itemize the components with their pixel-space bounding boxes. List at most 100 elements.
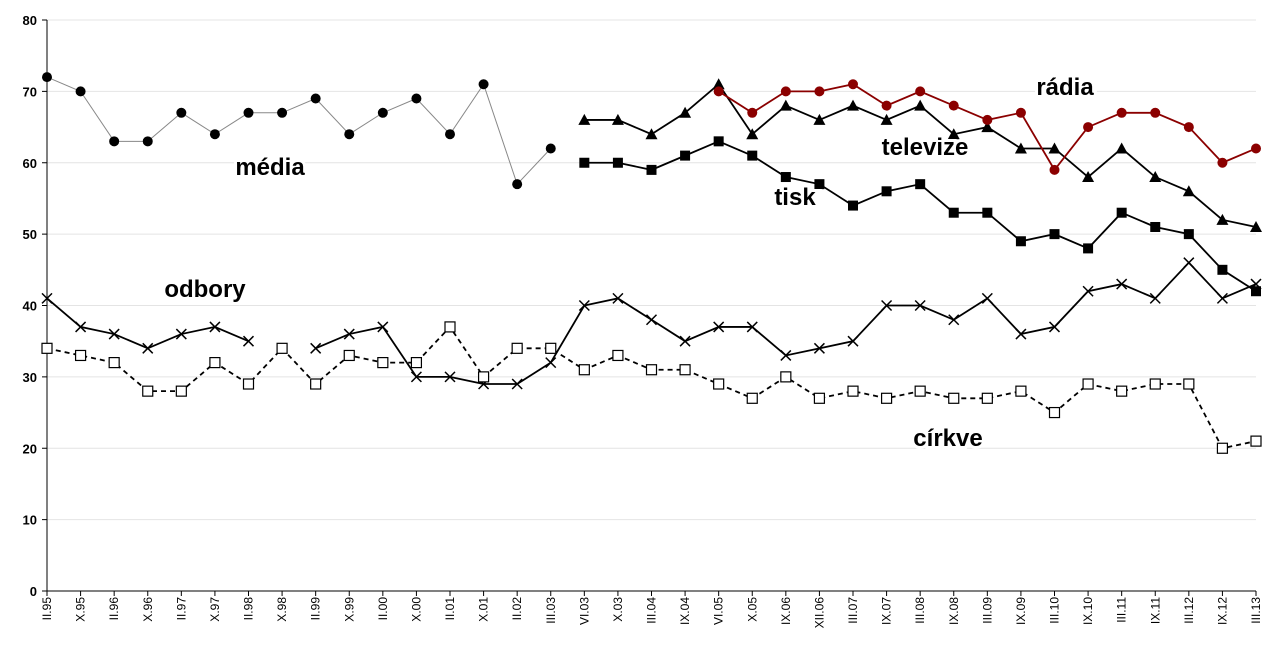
point <box>377 107 388 118</box>
point <box>981 121 994 133</box>
point <box>948 392 960 404</box>
point <box>747 107 758 118</box>
x-tick-label: III.04 <box>645 597 659 624</box>
point <box>1049 164 1060 175</box>
x-tick-label: IX.10 <box>1081 597 1095 625</box>
point <box>814 86 825 97</box>
point <box>813 113 826 125</box>
point <box>915 179 926 190</box>
point <box>712 78 725 90</box>
point <box>478 79 489 90</box>
series <box>41 321 1262 454</box>
point <box>75 86 86 97</box>
x-tick-label: IX.11 <box>1148 597 1162 624</box>
point <box>444 321 456 333</box>
point <box>1116 107 1127 118</box>
point <box>142 136 153 147</box>
point <box>243 107 254 118</box>
x-tick-label: II.98 <box>242 597 256 621</box>
point <box>1217 157 1228 168</box>
point <box>915 86 926 97</box>
x-tick-label: VI.03 <box>577 597 591 625</box>
point <box>914 385 926 397</box>
point <box>746 128 759 140</box>
x-tick-label: III.11 <box>1115 597 1129 623</box>
point <box>1049 229 1060 240</box>
point <box>880 113 893 125</box>
point <box>780 86 791 97</box>
x-tick-label: II.99 <box>309 597 323 621</box>
y-tick-label: 80 <box>23 13 37 28</box>
point <box>578 364 590 376</box>
point <box>343 328 355 340</box>
point <box>477 371 490 383</box>
series-line <box>46 325 1257 450</box>
point <box>1149 378 1161 390</box>
point <box>847 99 859 111</box>
x-tick-label: X.01 <box>477 597 491 622</box>
x-tick-label: II.00 <box>376 597 390 621</box>
point <box>1250 220 1262 232</box>
point <box>914 299 926 312</box>
point <box>209 321 221 333</box>
point <box>746 392 758 404</box>
point <box>1015 236 1026 247</box>
point <box>1048 142 1061 154</box>
series <box>579 136 1261 297</box>
x-tick-label: III.10 <box>1048 597 1062 624</box>
point <box>108 357 120 369</box>
point <box>242 335 255 347</box>
x-tick-label: IX.04 <box>678 597 692 625</box>
series-line <box>584 140 1257 292</box>
point <box>1082 171 1095 183</box>
x-tick-label: IX.08 <box>947 597 961 625</box>
point <box>545 342 557 354</box>
y-tick-label: 30 <box>23 370 37 385</box>
point <box>545 357 557 369</box>
x-tick-label: III.08 <box>913 597 927 624</box>
series-line <box>46 76 552 186</box>
point <box>1216 442 1229 454</box>
point <box>1048 321 1061 333</box>
point <box>42 72 52 83</box>
point <box>948 207 959 218</box>
point <box>645 314 658 326</box>
series-label: tisk <box>774 184 816 211</box>
point <box>1217 264 1228 275</box>
point <box>142 385 154 397</box>
point <box>1082 285 1094 297</box>
point <box>848 79 858 90</box>
point <box>612 349 624 362</box>
point <box>780 349 792 361</box>
point <box>1251 143 1261 154</box>
point <box>981 292 993 304</box>
point <box>881 186 892 197</box>
point <box>175 385 187 397</box>
point <box>747 150 758 161</box>
point <box>1183 122 1194 133</box>
x-tick-label: II.95 <box>40 597 54 621</box>
point <box>1150 221 1161 232</box>
point <box>511 378 523 390</box>
point <box>847 385 859 397</box>
series <box>42 72 556 190</box>
point <box>847 335 859 347</box>
point <box>74 349 87 362</box>
point <box>981 392 993 404</box>
point <box>679 335 691 347</box>
x-tick-label: II.02 <box>510 597 524 621</box>
point <box>948 314 960 326</box>
point <box>1149 171 1162 183</box>
x-tick-label: IX.12 <box>1215 597 1229 625</box>
point <box>444 371 456 383</box>
point <box>1251 286 1261 297</box>
point <box>1250 278 1262 290</box>
x-tick-label: VI.05 <box>712 597 726 625</box>
point <box>848 200 858 211</box>
series-label: rádia <box>1036 74 1094 101</box>
series-label: televize <box>882 134 969 161</box>
point <box>813 392 826 404</box>
series-label: média <box>235 154 305 181</box>
x-tick-label: X.99 <box>342 597 356 622</box>
